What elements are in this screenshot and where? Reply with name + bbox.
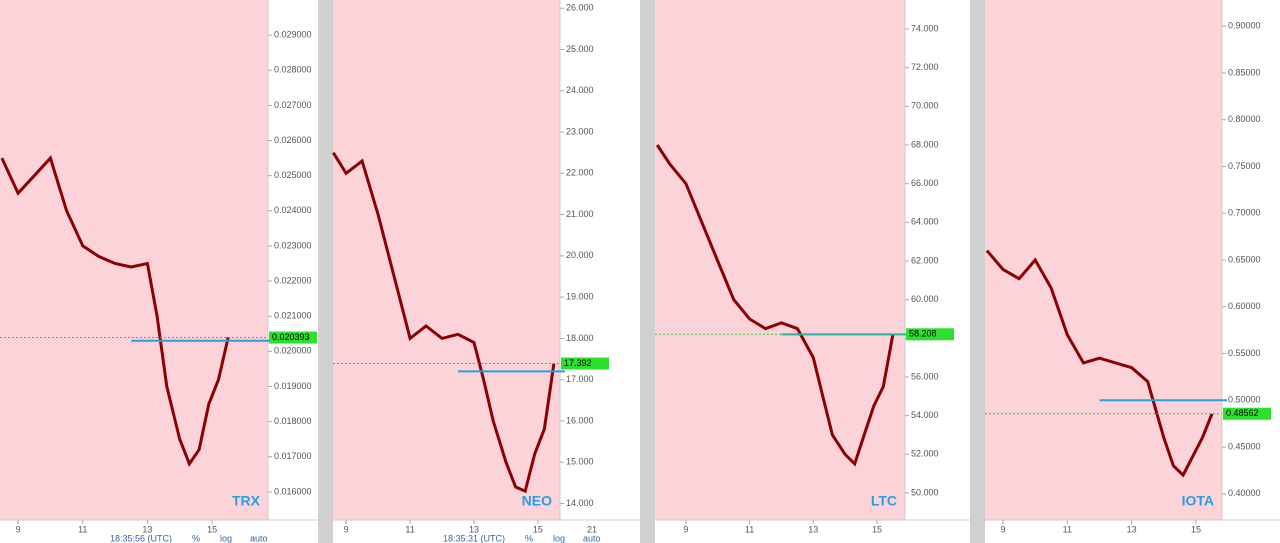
y-tick-label: 0.027000 bbox=[274, 100, 312, 110]
y-tick-label: 21.000 bbox=[566, 209, 594, 219]
x-tick-label: 11 bbox=[405, 524, 414, 534]
y-tick-label: 66.000 bbox=[911, 178, 939, 188]
y-tick-label: 0.021000 bbox=[274, 311, 312, 321]
footer-text: 18:35:56 (UTC) bbox=[110, 533, 172, 543]
y-tick-label: 0.65000 bbox=[1228, 254, 1261, 264]
plot-area bbox=[655, 0, 905, 520]
ticker-label: TRX bbox=[232, 493, 261, 509]
last-price-box bbox=[906, 328, 954, 341]
x-tick-label: 15 bbox=[207, 524, 217, 534]
x-tick-label: 15 bbox=[533, 524, 543, 534]
y-tick-label: 20.000 bbox=[566, 250, 594, 260]
y-tick-label: 23.000 bbox=[566, 126, 594, 136]
ticker-label: NEO bbox=[522, 493, 552, 509]
y-tick-label: 72.000 bbox=[911, 62, 939, 72]
y-tick-label: 50.000 bbox=[911, 487, 939, 497]
y-tick-label: 0.020000 bbox=[274, 346, 312, 356]
y-tick-label: 0.55000 bbox=[1228, 348, 1261, 358]
footer-text: auto bbox=[583, 533, 601, 543]
y-tick-label: 62.000 bbox=[911, 255, 939, 265]
y-tick-label: 26.000 bbox=[566, 3, 594, 13]
y-tick-label: 22.000 bbox=[566, 168, 594, 178]
y-tick-label: 64.000 bbox=[911, 217, 939, 227]
y-tick-label: 70.000 bbox=[911, 101, 939, 111]
y-tick-label: 0.70000 bbox=[1228, 208, 1261, 218]
y-tick-label: 18.000 bbox=[566, 333, 594, 343]
x-tick-label: 13 bbox=[808, 524, 818, 534]
separator bbox=[640, 0, 655, 543]
x-tick-label: 9 bbox=[683, 524, 688, 534]
y-tick-label: 74.000 bbox=[911, 23, 939, 33]
x-tick-label: 13 bbox=[142, 524, 152, 534]
footer-text: log bbox=[220, 533, 232, 543]
y-tick-label: 56.000 bbox=[911, 371, 939, 381]
ticker-label: LTC bbox=[871, 493, 897, 509]
plot-area bbox=[985, 0, 1222, 520]
x-tick-label: 11 bbox=[745, 524, 754, 534]
y-tick-label: 25.000 bbox=[566, 44, 594, 54]
y-tick-label: 0.022000 bbox=[274, 275, 312, 285]
y-tick-label: 24.000 bbox=[566, 85, 594, 95]
separator bbox=[318, 0, 333, 543]
y-tick-label: 0.024000 bbox=[274, 205, 312, 215]
y-tick-label: 0.028000 bbox=[274, 65, 312, 75]
price-line bbox=[332, 151, 556, 494]
x-tick-label: 11 bbox=[78, 524, 87, 534]
y-tick-label: 0.45000 bbox=[1228, 441, 1261, 451]
y-tick-label: 0.80000 bbox=[1228, 114, 1261, 124]
y-tick-label: 60.000 bbox=[911, 294, 939, 304]
last-price-label: 0.48562 bbox=[1226, 408, 1259, 418]
y-tick-label: 0.025000 bbox=[274, 170, 312, 180]
y-tick-label: 0.85000 bbox=[1228, 67, 1261, 77]
y-tick-label: 19.000 bbox=[566, 292, 594, 302]
y-tick-label: 0.026000 bbox=[274, 135, 312, 145]
y-tick-label: 0.50000 bbox=[1228, 395, 1261, 405]
y-tick-label: 0.017000 bbox=[274, 451, 312, 461]
y-tick-label: 0.75000 bbox=[1228, 161, 1261, 171]
footer-text: % bbox=[525, 533, 533, 543]
y-tick-label: 0.40000 bbox=[1228, 488, 1261, 498]
plot-area bbox=[333, 0, 560, 520]
y-tick-label: 54.000 bbox=[911, 410, 939, 420]
y-tick-label: 0.019000 bbox=[274, 381, 312, 391]
x-tick-label: 15 bbox=[872, 524, 882, 534]
y-tick-label: 16.000 bbox=[566, 415, 594, 425]
price-line bbox=[655, 144, 895, 467]
last-price-label: 58.208 bbox=[909, 329, 937, 339]
footer-text: auto bbox=[250, 533, 268, 543]
last-price-label: 17.392 bbox=[564, 358, 592, 368]
last-price-box bbox=[561, 357, 609, 370]
ticker-label: IOTA bbox=[1182, 493, 1214, 509]
x-tick-label: 9 bbox=[16, 524, 21, 534]
last-price-label: 0.020393 bbox=[272, 332, 310, 342]
y-tick-label: 0.016000 bbox=[274, 486, 312, 496]
y-tick-label: 14.000 bbox=[566, 498, 594, 508]
y-tick-label: 68.000 bbox=[911, 139, 939, 149]
y-tick-label: 52.000 bbox=[911, 449, 939, 459]
price-line bbox=[0, 155, 230, 467]
y-tick-label: 0.60000 bbox=[1228, 301, 1261, 311]
x-tick-label: 9 bbox=[344, 524, 349, 534]
y-tick-label: 15.000 bbox=[566, 457, 594, 467]
x-tick-label: 21 bbox=[587, 524, 597, 534]
x-tick-label: 15 bbox=[1191, 524, 1201, 534]
y-tick-label: 17.000 bbox=[566, 374, 594, 384]
x-tick-label: 11 bbox=[1063, 524, 1072, 534]
footer-text: 18:35:31 (UTC) bbox=[443, 533, 505, 543]
x-tick-label: 13 bbox=[1127, 524, 1137, 534]
last-price-box bbox=[1223, 407, 1271, 420]
y-tick-label: 0.018000 bbox=[274, 416, 312, 426]
y-tick-label: 0.023000 bbox=[274, 240, 312, 250]
x-tick-label: 13 bbox=[469, 524, 479, 534]
separator bbox=[970, 0, 985, 543]
footer-text: log bbox=[553, 533, 565, 543]
y-tick-label: 0.029000 bbox=[274, 30, 312, 40]
plot-area bbox=[0, 0, 268, 520]
price-line bbox=[985, 249, 1214, 478]
footer-text: % bbox=[192, 533, 200, 543]
x-tick-label: 9 bbox=[1001, 524, 1006, 534]
y-tick-label: 0.90000 bbox=[1228, 21, 1261, 31]
last-price-box bbox=[269, 331, 317, 344]
